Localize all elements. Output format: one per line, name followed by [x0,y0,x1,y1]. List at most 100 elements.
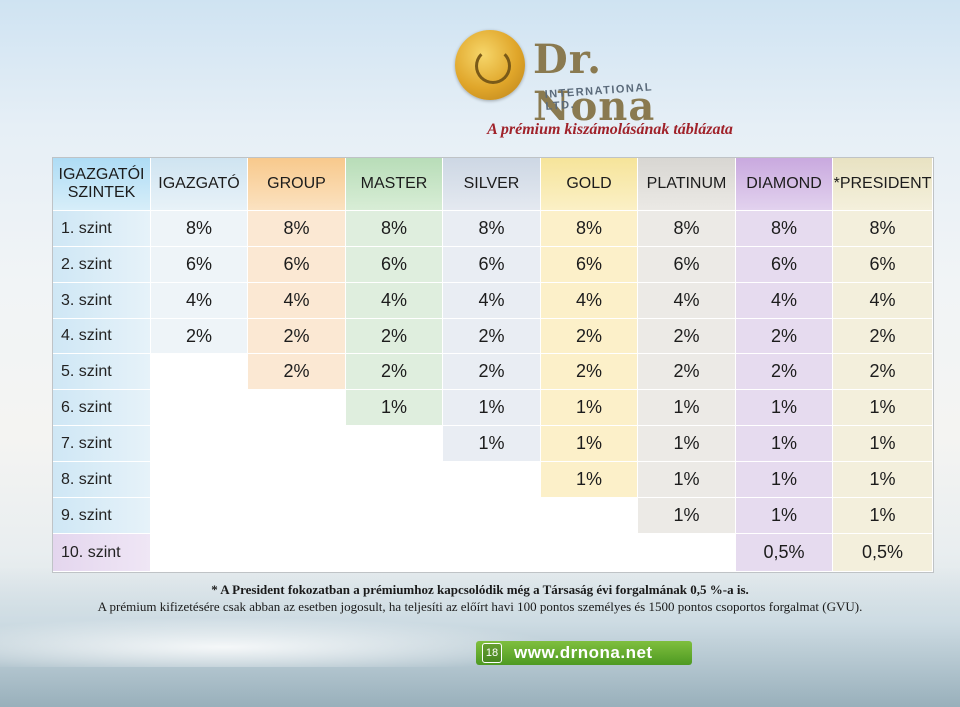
table-cell: 8% [638,211,736,247]
premium-table: IGAZGATÓI SZINTEK IGAZGATÓ GROUP MASTER SILV… [52,157,934,573]
row-label: 7. szint [53,426,151,462]
table-cell: 2% [346,354,443,390]
table-cell: 2% [248,354,346,390]
row-label: 3. szint [53,283,151,319]
row-label: 2. szint [53,247,151,283]
table-cell: 2% [248,319,346,354]
footnote-president: * A President fokozatban a prémiumhoz ka… [211,582,749,597]
column-header: GROUP [248,158,346,211]
table-cell: 4% [833,283,933,319]
table-cell: 4% [736,283,833,319]
table-cell [248,462,346,498]
column-header: MASTER [346,158,443,211]
table-cell [638,534,736,572]
table-cell: 1% [736,498,833,534]
table-cell [151,462,248,498]
row-label: 8. szint [53,462,151,498]
table-cell: 2% [346,319,443,354]
table-cell: 6% [151,247,248,283]
table-cell [151,534,248,572]
table-cell [346,498,443,534]
table-cell: 6% [443,247,541,283]
column-header: IGAZGATÓI SZINTEK [53,158,151,211]
table-cell: 4% [346,283,443,319]
table-cell: 1% [541,426,638,462]
column-header: GOLD [541,158,638,211]
table-cell [541,498,638,534]
table-cell: 1% [833,462,933,498]
table-cell: 0,5% [736,534,833,572]
table-cell [248,426,346,462]
table-cell: 6% [541,247,638,283]
table-cell: 6% [346,247,443,283]
table-cell: 1% [736,426,833,462]
table-cell: 1% [638,390,736,426]
page-title: A prémium kiszámolásának táblázata [487,121,733,138]
website-banner[interactable]: 18 www.drnona.net [476,641,692,665]
table-cell: 1% [638,498,736,534]
table-cell [248,390,346,426]
table-cell: 1% [833,426,933,462]
row-label: 4. szint [53,319,151,354]
row-label: 6. szint [53,390,151,426]
table-cell: 8% [248,211,346,247]
table-cell [346,426,443,462]
table-cell: 2% [541,319,638,354]
table-cell: 4% [248,283,346,319]
table-cell: 1% [833,390,933,426]
table-cell: 2% [736,319,833,354]
table-cell: 2% [833,319,933,354]
table-cell: 1% [638,426,736,462]
table-cell: 1% [638,462,736,498]
table-cell [151,426,248,462]
table-cell: 2% [638,354,736,390]
column-header: DIAMOND [736,158,833,211]
table-cell: 1% [443,426,541,462]
website-url[interactable]: www.drnona.net [514,643,653,662]
table-cell: 4% [443,283,541,319]
column-header: IGAZGATÓ [151,158,248,211]
column-header: PLATINUM [638,158,736,211]
table-cell: 2% [736,354,833,390]
table-cell: 1% [346,390,443,426]
table-cell: 1% [736,390,833,426]
table-cell: 2% [638,319,736,354]
table-cell: 8% [541,211,638,247]
table-cell: 1% [736,462,833,498]
table-cell: 2% [151,319,248,354]
table-cell: 2% [443,354,541,390]
background-water [0,567,960,707]
table-cell [151,354,248,390]
table-cell: 4% [541,283,638,319]
table-cell: 2% [541,354,638,390]
table-cell: 8% [346,211,443,247]
table-cell [443,462,541,498]
table-cell: 8% [443,211,541,247]
table-cell [443,498,541,534]
company-logo: Dr. Nona INTERNATIONAL LTD. [455,28,685,130]
table-cell: 8% [833,211,933,247]
table-cell: 8% [151,211,248,247]
table-cell: 6% [248,247,346,283]
table-cell: 1% [541,390,638,426]
table-cell [151,390,248,426]
table-cell: 4% [151,283,248,319]
column-header: SILVER [443,158,541,211]
table-cell [248,534,346,572]
table-cell: 6% [833,247,933,283]
table-cell [151,498,248,534]
row-label: 10. szint [53,534,151,572]
row-label: 1. szint [53,211,151,247]
table-cell [346,534,443,572]
table-cell: 4% [638,283,736,319]
table-cell: 6% [638,247,736,283]
column-header: *PRESIDENT [833,158,933,211]
table-cell [346,462,443,498]
table-cell: 2% [443,319,541,354]
footnote-eligibility: A prémium kifizetésére csak abban az ese… [97,599,863,614]
table-cell: 8% [736,211,833,247]
table-cell: 1% [443,390,541,426]
page-number: 18 [482,643,502,663]
table-cell [248,498,346,534]
table-cell [443,534,541,572]
